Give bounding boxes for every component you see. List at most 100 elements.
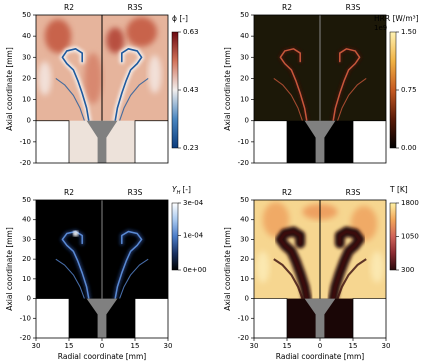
flame [119,258,149,299]
flame-tip [73,231,78,236]
y-tick-label: 30 [240,235,249,243]
wall-edge [352,298,386,338]
colorbar-label: T [K] [389,185,408,194]
flame [119,77,149,121]
y-tick-label: 30 [240,53,249,61]
field-blob [84,53,102,104]
colorbar-tick-label: 0.23 [183,144,199,152]
x-tick-label: 15 [349,342,358,350]
y-tick-label: 10 [22,96,31,104]
colorbar-tick-label: 1.50 [401,28,417,36]
panel-label: R3S [128,3,143,12]
nozzle [304,298,336,338]
panel-label: R2 [64,188,74,197]
field-blob [126,17,157,47]
colorbar [389,31,397,149]
x-tick-label: 30 [382,342,391,350]
y-tick-label: -10 [20,314,31,322]
wall [254,120,287,163]
wall-edge [352,120,386,163]
y-tick-label: 0 [27,295,31,303]
panel-label: R3S [346,3,361,12]
colorbar-tick-label: 3e-04 [183,199,204,207]
y-tick-label: 20 [22,255,31,263]
label-subscript: H [177,190,181,196]
x-tick-label: 0 [318,342,322,350]
colorbar-tick-label: 0.75 [401,86,417,94]
field-blob [148,55,162,94]
flame [279,48,308,122]
y-tick-label: 10 [240,275,249,283]
flame [114,48,143,122]
colorbar-tick-label: 0.63 [183,28,199,36]
wall [353,120,386,163]
y-tick-label: -10 [238,314,249,322]
y-axis-label: Axial coordinate [mm] [223,227,232,311]
y-tick-label: 0 [245,117,249,125]
x-tick-label: 30 [32,342,41,350]
flame [55,77,85,121]
flame [61,48,90,122]
y-tick-label: 10 [240,96,249,104]
colorbar [171,202,179,271]
x-axis-label: Radial coordinate [mm] [276,352,364,361]
colorbar-tick-label: 0.43 [183,86,199,94]
flame [278,230,309,301]
y-tick-label: 0 [27,117,31,125]
label-symbol: Y [172,185,178,194]
panel-label: R3S [346,188,361,197]
colorbar-offset: 1e9 [374,24,387,32]
y-tick-label: 40 [22,216,31,224]
y-axis-label: Axial coordinate [mm] [5,227,14,311]
y-tick-label: -20 [20,159,31,167]
field-blob [370,251,384,283]
colorbar-label: ϕ [-] [172,14,188,23]
x-tick-label: 15 [65,342,74,350]
wall-edge [36,298,70,338]
field-blob [262,201,290,238]
field-blob [44,19,72,54]
y-tick-label: 0 [245,295,249,303]
y-axis-label: Axial coordinate [mm] [5,47,14,131]
field-blob [256,251,270,283]
wall [353,298,386,338]
y-tick-label: -20 [238,159,249,167]
colorbar-tick-label: 1050 [401,233,419,241]
y-tick-label: 50 [22,11,31,19]
y-tick-label: 50 [240,11,249,19]
y-tick-label: 30 [22,235,31,243]
flame [61,230,90,300]
x-tick-label: 15 [283,342,292,350]
field [36,15,168,163]
field [36,200,168,338]
panel-label: R2 [64,3,74,12]
field-blob [38,61,52,96]
colorbar-tick-label: 300 [401,266,414,274]
y-tick-label: -10 [238,138,249,146]
wall-edge [36,120,70,163]
nozzle [304,120,336,163]
y-tick-label: 20 [240,74,249,82]
y-tick-label: 40 [240,216,249,224]
field-blob [106,27,124,54]
wall-edge [134,120,168,163]
wall [135,298,168,338]
panel-label: R2 [282,188,292,197]
wall [36,120,69,163]
wall [36,298,69,338]
axes-frame [35,14,169,164]
flame [337,78,367,121]
wall [135,120,168,163]
colorbar [171,31,179,149]
y-tick-label: -20 [20,334,31,342]
y-tick-label: 20 [240,255,249,263]
colorbar-tick-label: 1800 [401,199,419,207]
colorbar-label: YH [-] [172,185,191,196]
flame [332,48,361,122]
label-unit: [-] [182,185,191,194]
x-tick-label: 0 [100,342,104,350]
y-tick-label: 50 [240,196,249,204]
panel-label: R3S [128,188,143,197]
x-tick-label: 30 [250,342,259,350]
